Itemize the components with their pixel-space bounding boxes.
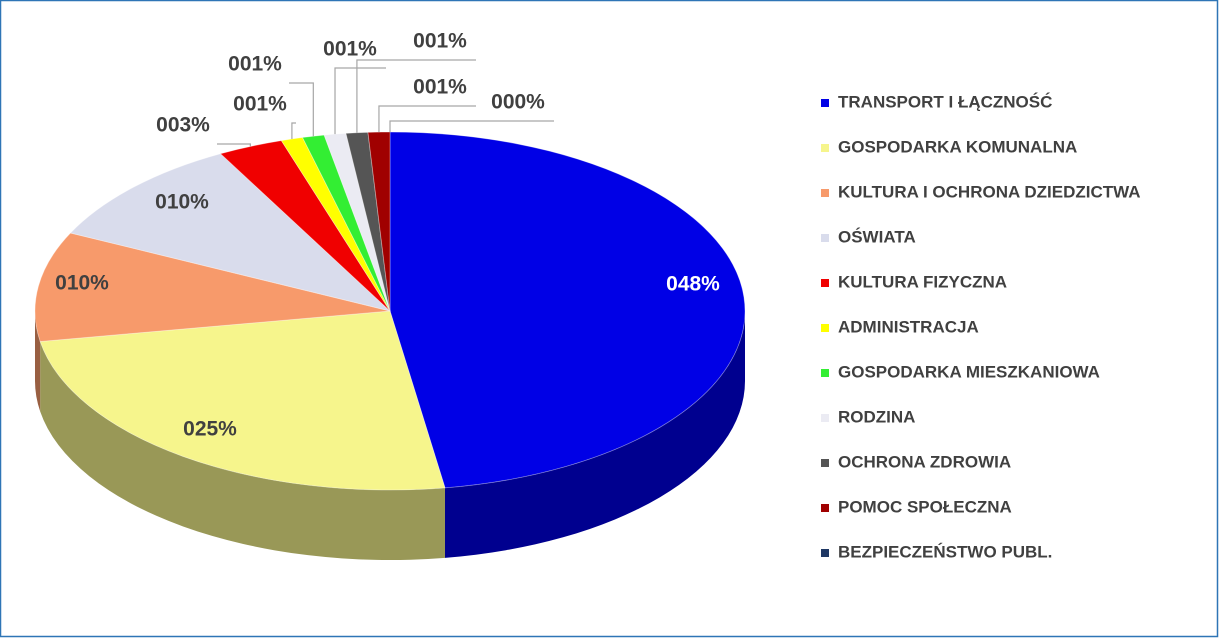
leader-line <box>291 122 296 139</box>
legend-swatch <box>821 369 829 377</box>
data-label: 001% <box>413 76 467 99</box>
slice <box>34 232 391 342</box>
legend-swatch <box>821 504 829 512</box>
pie-sides <box>35 311 745 561</box>
legend-label: RODZINA <box>838 407 915 426</box>
data-label: 003% <box>156 114 210 137</box>
legend-label: GOSPODARKA KOMUNALNA <box>838 137 1077 156</box>
legend-swatch <box>821 414 829 422</box>
leader-line <box>356 59 476 133</box>
legend-swatch <box>821 459 829 467</box>
data-label: 001% <box>228 53 282 76</box>
legend-label: TRANSPORT I ŁĄCZNOŚĆ <box>838 92 1052 111</box>
legend-label: KULTURA FIZYCZNA <box>838 272 1007 291</box>
slice <box>389 131 746 489</box>
data-label: 025% <box>183 418 237 441</box>
slice <box>69 153 392 312</box>
slice-side <box>444 311 745 558</box>
data-label: 001% <box>233 93 287 116</box>
leader-line <box>289 82 314 137</box>
leader-line <box>217 143 251 147</box>
legend-label: OŚWIATA <box>838 227 916 246</box>
slice <box>39 310 446 491</box>
slice <box>323 132 391 312</box>
pie-tops <box>34 131 746 491</box>
leader-line <box>378 105 476 133</box>
legend-swatch <box>821 234 829 242</box>
legend-label: BEZPIECZEŃSTWO PUBL. <box>838 542 1052 561</box>
slice-side <box>40 341 445 561</box>
legend-label: ADMINISTRACJA <box>838 317 979 336</box>
data-label: 001% <box>323 38 377 61</box>
legend-swatch <box>821 324 829 332</box>
legend: TRANSPORT I ŁĄCZNOŚĆ GOSPODARKA KOMUNALNA… <box>821 92 1141 561</box>
legend-swatch <box>821 144 829 152</box>
data-label: 000% <box>491 91 545 114</box>
leader-line <box>334 67 386 135</box>
data-label: 010% <box>155 191 209 214</box>
legend-label: KULTURA I OCHRONA DZIEDZICTWA <box>838 182 1141 201</box>
slice-side <box>35 311 41 412</box>
data-label: 001% <box>413 30 467 53</box>
data-labels: 048% 025% 010% 010% 003% 001% 001% 001% 001% 001%… <box>55 30 720 441</box>
legend-label: POMOC SPOŁECZNA <box>838 497 1012 516</box>
data-label: 010% <box>55 272 109 295</box>
data-label: 048% <box>666 273 720 296</box>
legend-label: GOSPODARKA MIESZKANIOWA <box>838 362 1100 381</box>
legend-swatch <box>821 549 829 557</box>
legend-swatch <box>821 99 829 107</box>
legend-swatch <box>821 189 829 197</box>
slice <box>345 131 391 312</box>
leader-line <box>389 120 554 132</box>
legend-swatch <box>821 279 829 287</box>
legend-label: OCHRONA ZDROWIA <box>838 452 1011 471</box>
slice <box>219 140 391 312</box>
